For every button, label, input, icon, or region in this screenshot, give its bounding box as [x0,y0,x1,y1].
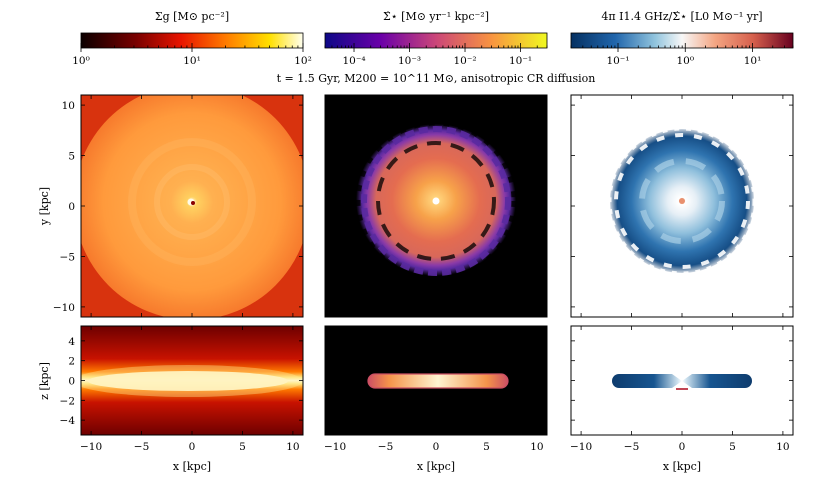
y-tick-label: 10 [62,100,75,112]
colorbar-ticks: 10⁰ 10¹ 10² 10⁻⁴ 10⁻³ 10⁻² 10⁻¹ 10⁻¹ 10⁰ 10¹ [72,43,794,67]
y-tick-label: 4 [68,336,75,348]
colorbar-tick-label: 10⁰ [676,55,694,67]
xlabel-right: x [kpc] [663,460,701,473]
y-tick-label: −10 [53,302,75,314]
x-tick-label: −5 [134,441,149,453]
colorbar-tick-label: 10⁻¹ [606,55,629,67]
panel-gas-faceon [81,95,303,317]
y-tick-label: −5 [60,251,75,263]
y-tick-label: 5 [68,151,75,163]
panel-gas-edgeon [81,326,303,435]
colorbar-tick-label: 10¹ [183,55,201,67]
x-tick-label: 5 [483,441,490,453]
x-tick-label: 5 [239,441,246,453]
x-tick-label: −5 [378,441,393,453]
xlabel-left: x [kpc] [173,460,211,473]
ylabel-edgeon: z [kpc] [38,362,51,400]
x-tick-label: −5 [624,441,639,453]
panel-sfr-faceon [325,95,547,317]
x-tick-label: 5 [729,441,736,453]
y-tick-label: −2 [60,395,75,407]
y-tick-label: 0 [68,201,75,213]
y-tick-label: 0 [68,376,75,388]
colorbar-tick-label: 10⁻³ [398,55,421,67]
x-tick-label: 0 [679,441,686,453]
colorbar-gas-label: Σg [M⊙ pc⁻²] [155,10,229,23]
y-tick-label: 2 [68,356,75,368]
colorbar-sfr-label: Σ̇⋆ [M⊙ yr⁻¹ kpc⁻²] [383,10,489,23]
colorbar-tick-label: 10¹ [744,55,762,67]
colorbar-tick-label: 10² [294,55,312,67]
xlabel-middle: x [kpc] [417,460,455,473]
axes-ticks: −10 −5 0 5 10 −10 −5 0 5 10 −4 −2 0 2 4 −10 −5 0 5 10 −10 −5 0… [53,95,793,453]
y-tick-label: −4 [60,415,76,427]
panel-sfr-edgeon [325,326,547,435]
x-tick-label: 0 [433,441,440,453]
x-tick-label: −10 [324,441,346,453]
x-tick-label: −10 [80,441,102,453]
ylabel-faceon: y [kpc] [38,187,51,226]
x-tick-label: 10 [530,441,543,453]
panel-radio-faceon [571,95,793,317]
x-tick-label: 10 [776,441,789,453]
colorbar-tick-label: 10⁻² [453,55,476,67]
colorbar-tick-label: 10⁻⁴ [342,55,365,67]
colorbar-tick-label: 10⁻¹ [509,55,532,67]
colorbar-tick-label: 10⁰ [72,55,90,67]
figure-subtitle: t = 1.5 Gyr, M200 = 10^11 M⊙, anisotropi… [277,72,596,85]
x-tick-label: 10 [286,441,299,453]
x-tick-label: −10 [570,441,592,453]
x-tick-label: 0 [189,441,196,453]
colorbar-radio-label: 4π I1.4 GHz/Σ̇⋆ [L0 M⊙⁻¹ yr] [601,10,762,23]
panel-radio-edgeon [571,326,793,435]
